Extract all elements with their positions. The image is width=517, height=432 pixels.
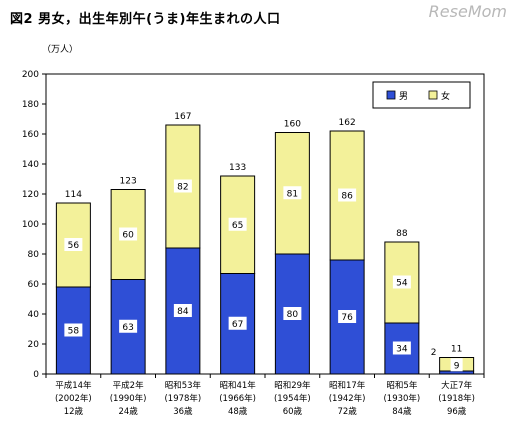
data-label-total: 133 xyxy=(229,163,246,173)
y-tick-label: 120 xyxy=(22,190,39,200)
data-label-female: 82 xyxy=(177,183,188,193)
data-label-total: 88 xyxy=(396,229,408,239)
data-label-female: 9 xyxy=(454,361,460,371)
x-tick-label: (2002年) xyxy=(55,393,92,404)
x-tick-label: 平成14年 xyxy=(55,380,92,391)
data-label-female-box xyxy=(338,188,357,202)
y-tick-label: 180 xyxy=(22,100,39,110)
y-tick-label: 100 xyxy=(22,220,39,230)
data-label-male-box xyxy=(119,319,138,333)
x-tick-label: (1954年) xyxy=(274,393,311,404)
x-tick-label: 昭和5年 xyxy=(386,380,417,391)
x-tick-label: 大正7年 xyxy=(441,380,472,391)
x-tick-label: 12歳 xyxy=(64,406,84,417)
legend-label: 男 xyxy=(399,91,408,102)
data-label-female-box xyxy=(119,227,138,241)
y-tick-label: 40 xyxy=(28,310,40,320)
data-label-male: 34 xyxy=(396,345,408,355)
x-tick-label: 昭和17年 xyxy=(329,380,366,391)
legend-swatch xyxy=(428,90,438,100)
data-label-male: 58 xyxy=(68,327,80,337)
data-label-male-box xyxy=(173,304,192,317)
data-label-total: 123 xyxy=(120,177,137,187)
data-label-female-box xyxy=(450,358,463,372)
x-tick-label: (1966年) xyxy=(219,393,256,404)
data-label-female-box xyxy=(228,217,247,231)
x-tick-label: (1918年) xyxy=(438,393,475,404)
data-label-total: 11 xyxy=(451,345,462,355)
watermark-logo: ReseMom xyxy=(428,2,507,21)
x-tick-label: (1942年) xyxy=(329,393,366,404)
x-tick-label: 60歳 xyxy=(283,406,303,417)
data-label-female: 60 xyxy=(122,231,134,241)
x-tick-label: 48歳 xyxy=(228,406,248,417)
y-tick-label: 60 xyxy=(28,280,40,290)
x-tick-label: 36歳 xyxy=(173,406,193,417)
data-label-male: 80 xyxy=(287,310,299,320)
data-label-total: 167 xyxy=(174,112,191,122)
data-label-total: 162 xyxy=(339,118,356,128)
chart-title: 図2 男女，出生年別午(うま)年生まれの人口 xyxy=(10,12,281,27)
y-unit-label: （万人） xyxy=(42,44,78,55)
x-tick-label: (1978年) xyxy=(164,393,201,404)
data-label-male-box xyxy=(64,323,83,337)
x-tick-label: (1930年) xyxy=(383,393,420,404)
legend-swatch xyxy=(386,90,396,100)
data-label-male: 76 xyxy=(341,313,353,323)
legend: 男女 xyxy=(372,81,471,109)
data-label-female: 54 xyxy=(396,279,408,289)
data-label-male: 2 xyxy=(431,348,437,358)
data-label-female: 81 xyxy=(287,189,298,199)
data-label-male-box xyxy=(392,341,411,355)
data-label-female: 56 xyxy=(68,241,80,251)
x-tick-label: 昭和53年 xyxy=(165,380,202,391)
data-label-female: 86 xyxy=(341,192,353,202)
x-tick-label: 24歳 xyxy=(118,406,138,417)
data-label-male-box xyxy=(283,307,302,320)
data-label-female-box xyxy=(64,238,83,251)
legend-label: 女 xyxy=(441,90,450,102)
x-tick-label: 84歳 xyxy=(392,406,412,417)
y-tick-label: 160 xyxy=(22,130,39,140)
data-label-female-box xyxy=(283,186,302,200)
bar-female xyxy=(55,202,91,288)
bars: 58 56 114 平成14年 (2002年) 12歳 63 60 123 平成2年 (1990年)… xyxy=(55,112,475,417)
data-label-total: 114 xyxy=(65,190,82,200)
y-tick-label: 140 xyxy=(22,160,39,170)
y-tick-label: 80 xyxy=(28,250,40,260)
x-tick-label: 96歳 xyxy=(447,406,467,417)
data-label-female: 65 xyxy=(232,221,243,231)
data-label-male-box xyxy=(338,310,357,323)
x-tick-label: 昭和41年 xyxy=(219,380,256,391)
data-label-female-box xyxy=(392,275,411,289)
x-tick-label: 昭和29年 xyxy=(274,380,311,391)
data-label-male: 63 xyxy=(122,323,133,333)
bar-male xyxy=(384,322,420,375)
data-label-total: 160 xyxy=(284,120,301,130)
x-tick-label: 72歳 xyxy=(337,406,357,417)
data-label-male: 67 xyxy=(232,320,243,330)
x-tick-label: 平成2年 xyxy=(113,380,144,391)
axes: 0 20 40 60 80 100 120 140 160 180 200 xyxy=(22,70,485,380)
data-label-male: 84 xyxy=(177,307,189,317)
y-tick-label: 0 xyxy=(33,370,39,380)
y-tick-label: 20 xyxy=(28,340,40,350)
data-label-male-box xyxy=(228,316,247,330)
y-tick-label: 200 xyxy=(22,70,39,80)
x-tick-label: (1990年) xyxy=(110,393,147,404)
data-label-female-box xyxy=(173,179,192,193)
